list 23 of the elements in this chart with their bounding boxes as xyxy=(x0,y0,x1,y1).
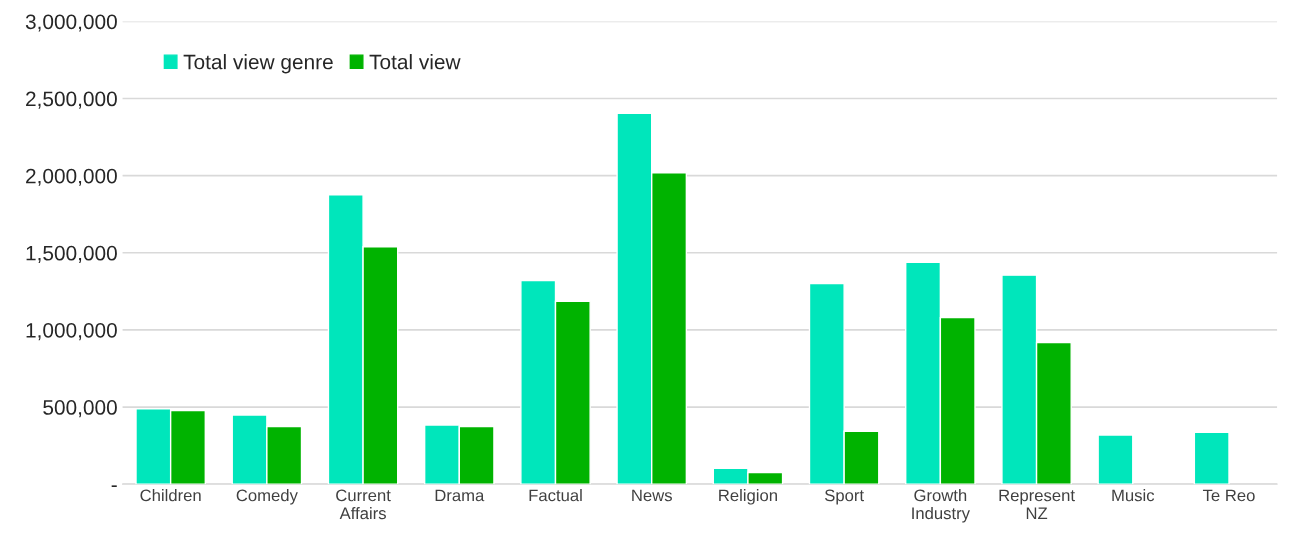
x-tick-label: Comedy xyxy=(236,489,298,505)
y-tick-label: 2,000,000 xyxy=(26,168,117,186)
x-tick-label: Religion xyxy=(719,489,777,505)
y-tick-label: 3,000,000 xyxy=(25,14,117,32)
y-tick-label: 2,500,000 xyxy=(26,91,117,109)
x-tick-label: Drama xyxy=(435,489,485,502)
x-tick-label: Sport xyxy=(824,489,864,505)
y-tick-label: 1,000,000 xyxy=(26,322,117,341)
x-tick-label: Growth Industry xyxy=(912,489,970,523)
y-tick-label: 1,500,000 xyxy=(26,245,117,263)
x-tick-label: Te Reo xyxy=(1202,489,1255,502)
x-tick-label: Children xyxy=(140,489,201,502)
x-tick-label: Current Affairs xyxy=(336,489,391,520)
x-tick-label: Music xyxy=(1112,489,1155,502)
y-tick-label: 500,000 xyxy=(43,400,117,418)
legend-label: Total view xyxy=(369,54,461,70)
x-tick-label: Factual xyxy=(529,489,582,502)
bar xyxy=(1097,434,1134,485)
legend-label: Total view genre xyxy=(183,54,333,74)
x-tick-label: News xyxy=(632,489,672,502)
x-tick-label: Represent NZ xyxy=(999,489,1075,520)
y-tick-label: - xyxy=(111,485,117,487)
bar xyxy=(1193,431,1230,485)
